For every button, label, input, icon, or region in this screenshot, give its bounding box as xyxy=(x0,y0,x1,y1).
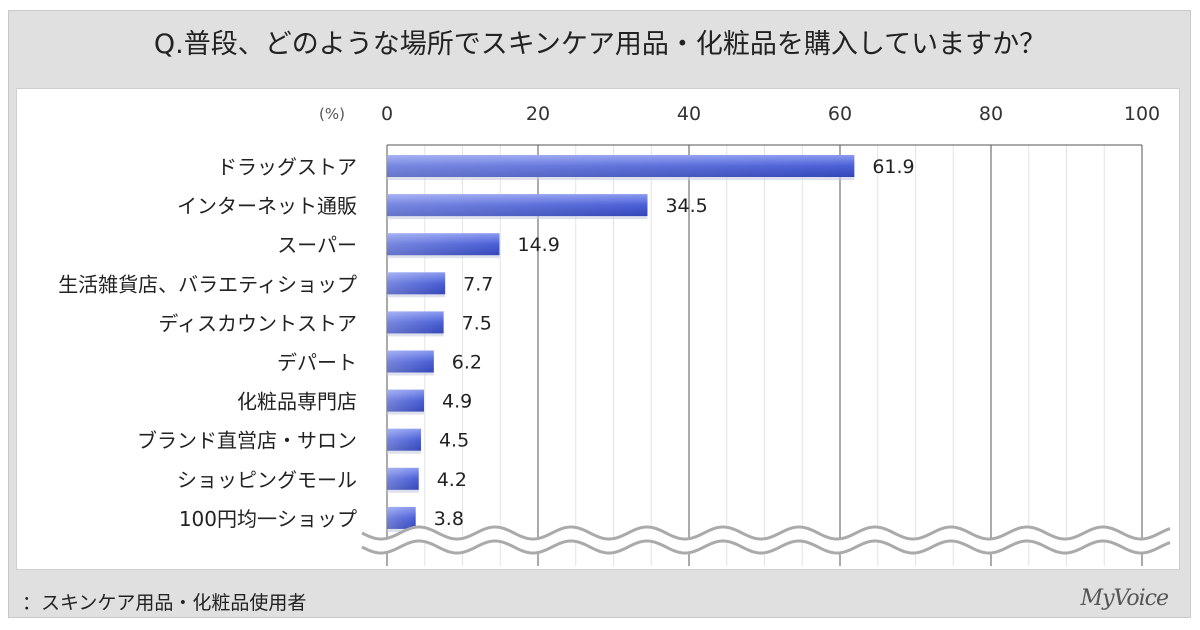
category-label: 100円均一ショップ xyxy=(179,507,357,531)
data-label: 61.9 xyxy=(872,156,914,178)
chart-title: Q.普段、どのような場所でスキンケア用品・化粧品を購入していますか？ xyxy=(153,29,1047,60)
x-tick-label: 0 xyxy=(381,103,393,125)
category-label: ドラッグストア xyxy=(217,155,357,179)
category-label: 化粧品専門店 xyxy=(237,390,357,414)
bar-highlight xyxy=(387,272,446,295)
bar-highlight xyxy=(387,155,855,177)
data-label: 3.8 xyxy=(434,508,464,530)
category-label: スーパー xyxy=(277,233,357,257)
bar-highlight xyxy=(387,311,444,334)
category-label: デパート xyxy=(277,351,357,375)
axis-break-wave xyxy=(361,525,1171,541)
bar-highlight xyxy=(387,350,434,373)
category-label: インターネット通販 xyxy=(177,194,357,218)
data-label: 7.5 xyxy=(462,312,492,334)
x-tick-label: 40 xyxy=(677,103,701,125)
data-label: 4.2 xyxy=(437,469,467,491)
axis-break-wave xyxy=(361,539,1171,555)
category-label: ブランド直営店・サロン xyxy=(137,429,357,453)
data-label: 34.5 xyxy=(665,195,707,217)
x-tick-label: 60 xyxy=(828,103,852,125)
bar-highlight xyxy=(387,194,648,217)
category-label: 生活雑貨店、バラエティショップ xyxy=(58,272,357,296)
x-tick-label: 80 xyxy=(979,103,1003,125)
x-tick-label: 20 xyxy=(526,103,550,125)
category-label: ショッピングモール xyxy=(177,468,357,492)
unit-label: (%) xyxy=(319,105,345,123)
footnote: ：スキンケア用品・化粧品使用者 xyxy=(22,592,307,614)
data-label: 6.2 xyxy=(452,352,482,374)
myvoice-logo: MyVoice xyxy=(1080,586,1169,611)
x-tick-label: 100 xyxy=(1124,103,1160,125)
bar-highlight xyxy=(387,233,500,256)
bar-highlight xyxy=(387,467,419,490)
data-label: 4.9 xyxy=(442,391,472,413)
data-label: 14.9 xyxy=(517,234,559,256)
bar-highlight xyxy=(387,428,421,451)
bar-highlight xyxy=(387,506,416,529)
data-label: 4.5 xyxy=(439,430,469,452)
category-label: ディスカウントストア xyxy=(158,311,357,335)
data-label: 7.7 xyxy=(463,273,493,295)
bar-highlight xyxy=(387,389,424,412)
